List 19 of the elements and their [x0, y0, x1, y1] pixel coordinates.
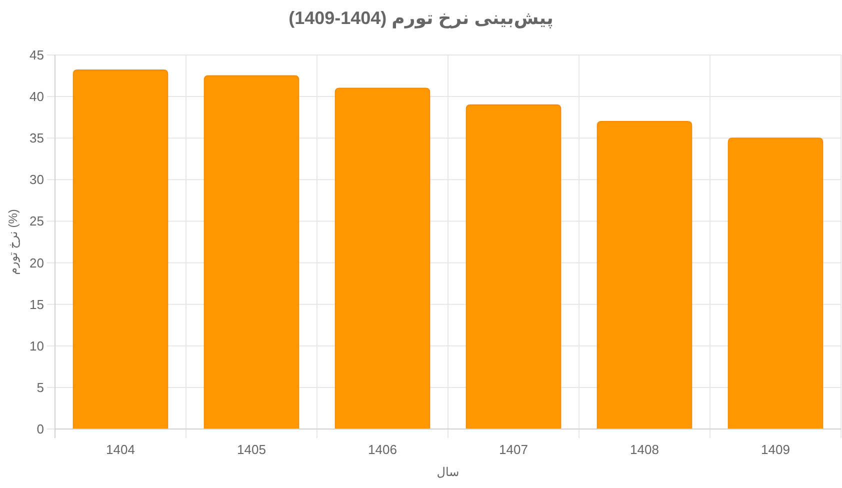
- chart-title: پیش‌بینی نرخ تورم (1404-1409): [288, 8, 554, 29]
- x-tick-label: 1406: [368, 442, 397, 457]
- y-tick-label: 40: [30, 89, 44, 104]
- y-tick-label: 5: [36, 380, 44, 395]
- y-tick-label: 25: [30, 214, 44, 229]
- x-tick-label: 1404: [106, 442, 135, 457]
- y-tick-label: 15: [30, 296, 44, 312]
- x-tick-label: 1407: [499, 442, 528, 457]
- y-tick-label: 35: [30, 130, 44, 146]
- y-tick-label: 30: [30, 172, 44, 188]
- x-tick-label: 1408: [630, 442, 659, 457]
- y-tick-label: 45: [30, 48, 44, 62]
- x-tick-label: 1409: [761, 442, 790, 457]
- y-tick-label: 10: [30, 338, 44, 354]
- x-tick-label: 1405: [237, 442, 266, 457]
- y-axis-title: نرخ تورم (%): [6, 209, 20, 275]
- y-tick-label: 0: [36, 422, 44, 436]
- y-tick-label: 20: [30, 255, 44, 270]
- x-axis-title: سال: [436, 465, 460, 479]
